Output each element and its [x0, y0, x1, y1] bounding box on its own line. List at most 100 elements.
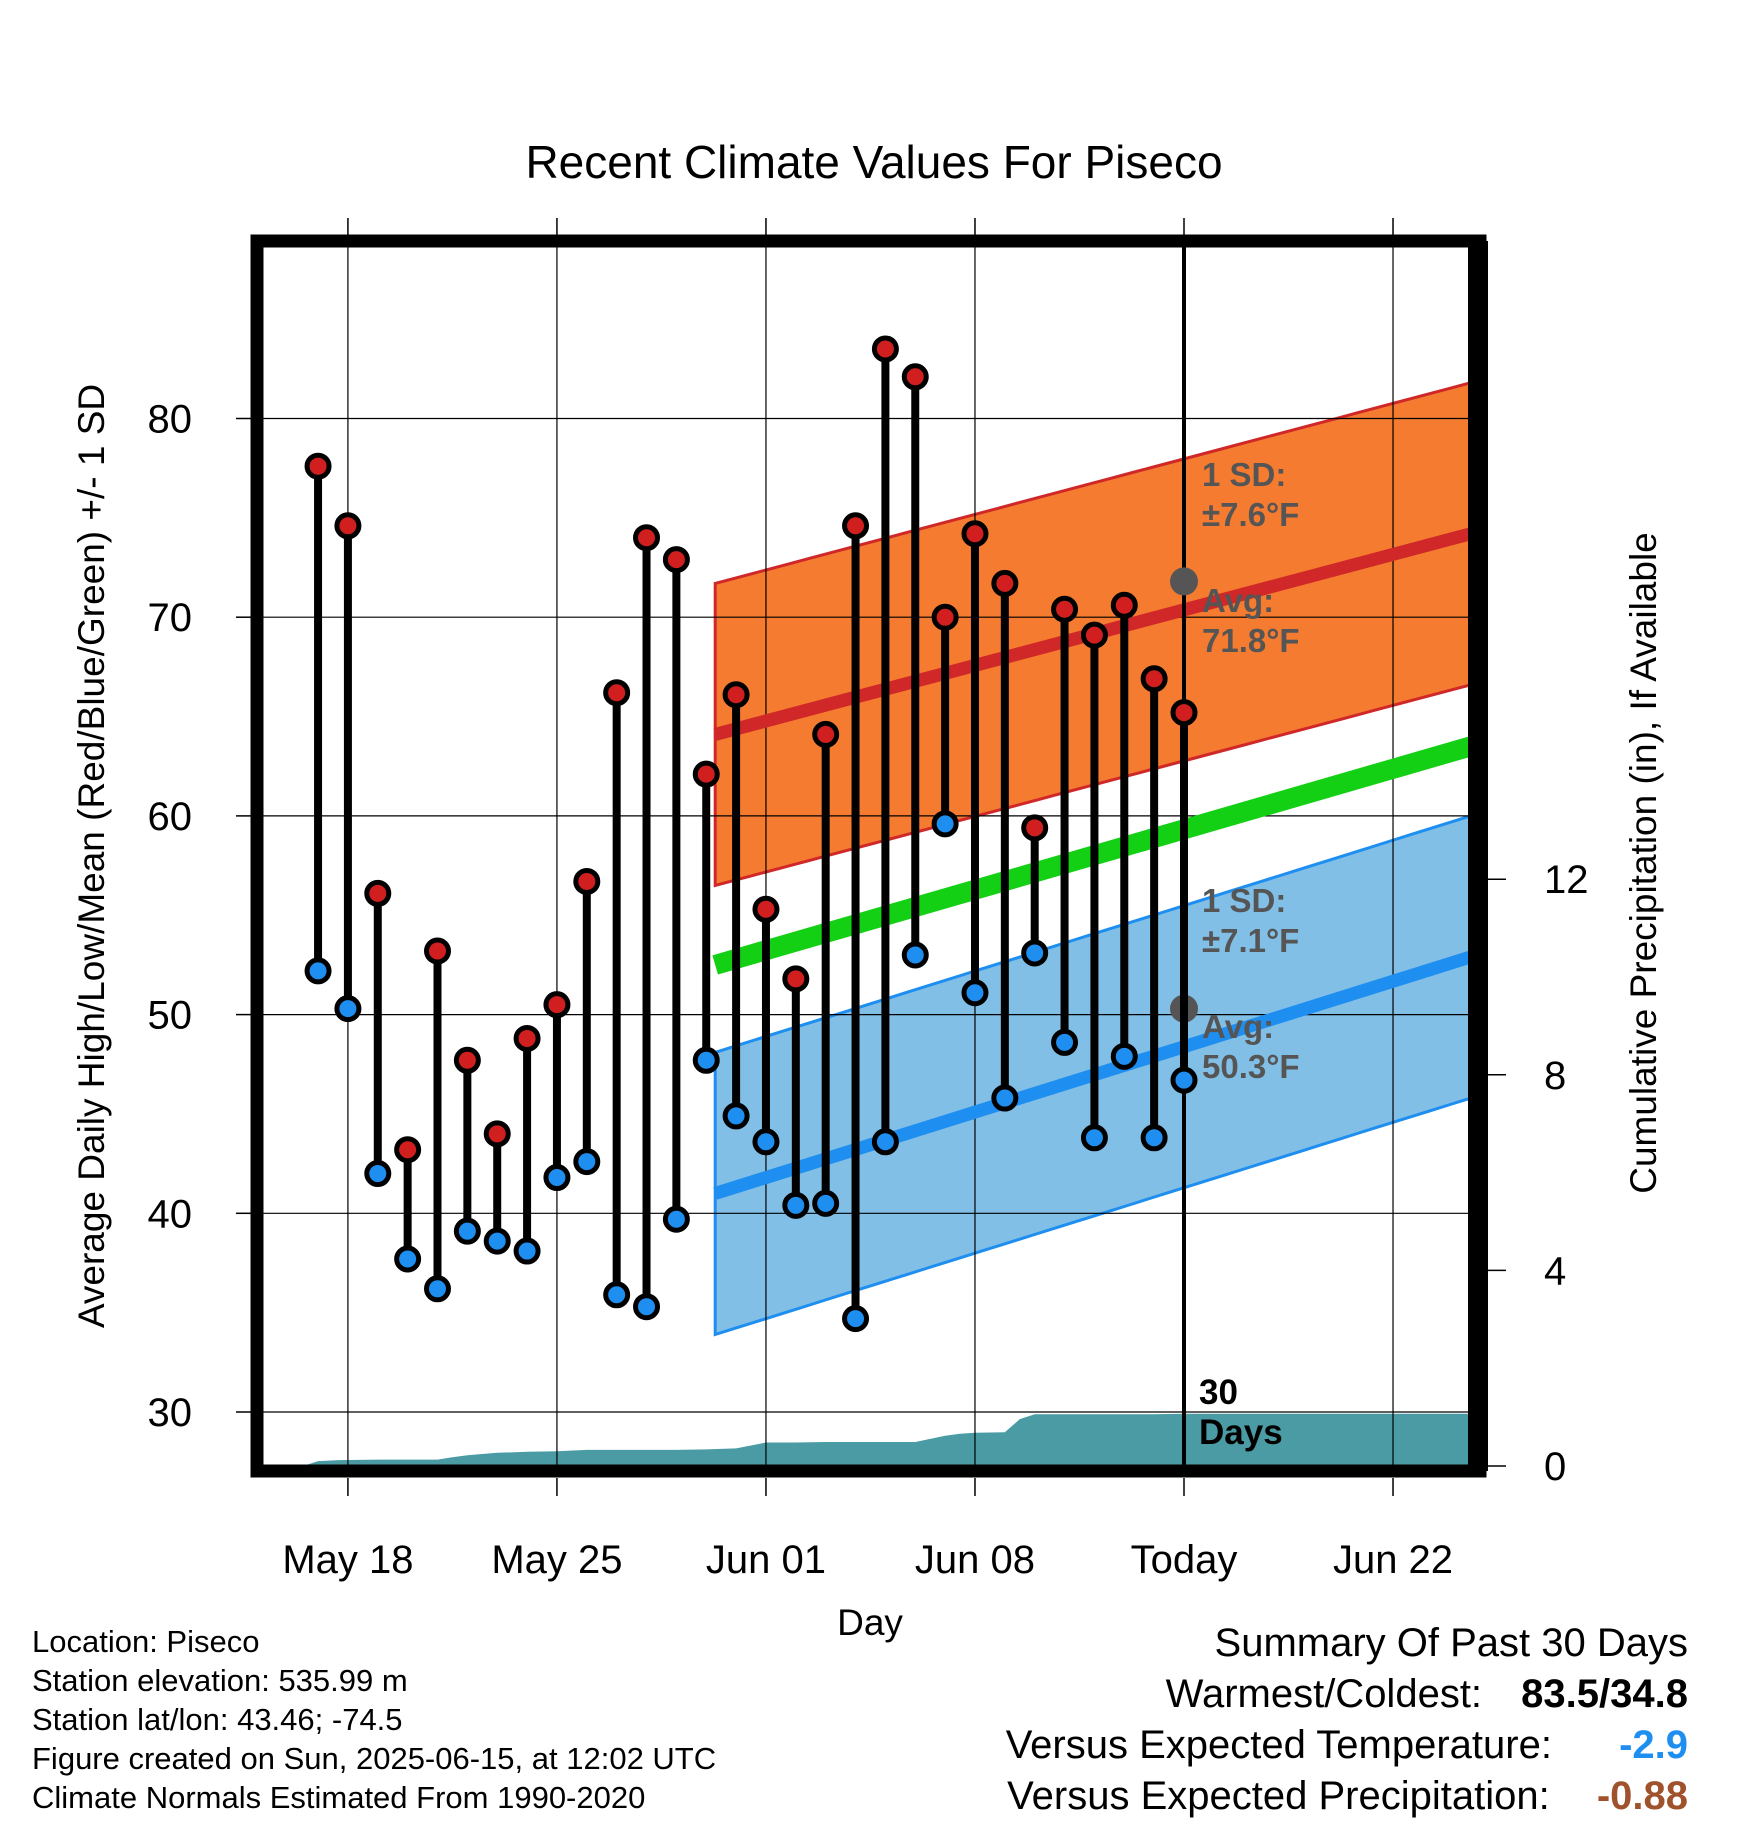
warm-cold-value: 83.5/34.8: [1521, 1672, 1688, 1716]
low-marker: [1080, 1124, 1108, 1152]
low-avg-annotation: Avg: 50.3°F: [1202, 1008, 1300, 1085]
low-marker: [722, 1102, 750, 1130]
low-marker: [1140, 1124, 1168, 1152]
high-marker: [633, 524, 661, 552]
x-tick-label: Jun 08: [915, 1538, 1035, 1582]
low-marker: [1021, 939, 1049, 967]
precip-area: [303, 1413, 1471, 1466]
days-label-line: 30: [1199, 1373, 1238, 1412]
high-marker: [453, 1046, 481, 1074]
high-marker: [1140, 665, 1168, 693]
temp-value: -2.9: [1619, 1723, 1688, 1767]
high-marker: [424, 937, 451, 965]
high-marker: [1051, 595, 1079, 623]
low-marker: [871, 1128, 899, 1156]
high-marker: [901, 363, 929, 391]
location-text: Location: Piseco: [32, 1624, 260, 1659]
high-avg-annotation-line: 71.8°F: [1202, 622, 1300, 659]
high-sd-annotation: 1 SD: ±7.6°F: [1202, 456, 1299, 533]
low-marker: [692, 1046, 720, 1074]
high-sd-annotation-line: ±7.6°F: [1202, 496, 1299, 533]
high-marker: [752, 895, 780, 923]
low-marker: [453, 1217, 481, 1245]
high-marker: [991, 569, 1019, 597]
high-avg-annotation: Avg: 71.8°F: [1202, 582, 1300, 659]
high-avg-annotation-line: Avg:: [1202, 582, 1274, 619]
low-marker: [304, 957, 332, 985]
days-label-line: Days: [1199, 1413, 1283, 1452]
low-marker: [573, 1148, 601, 1176]
normals-text: Climate Normals Estimated From 1990-2020: [32, 1780, 646, 1815]
low-marker: [842, 1305, 870, 1333]
y-tick-label: 80: [148, 398, 193, 442]
high-marker: [722, 681, 750, 709]
high-marker: [1170, 699, 1198, 727]
high-marker: [1110, 591, 1138, 619]
warm-cold-row: Warmest/Coldest: 83.5/34.8: [1006, 1669, 1688, 1720]
precip-label: Versus Expected Precipitation:: [1007, 1774, 1550, 1818]
high-marker: [603, 679, 631, 707]
low-marker: [812, 1189, 840, 1217]
low-sd-annotation-line: ±7.1°F: [1202, 922, 1299, 959]
high-avg-marker: [1170, 567, 1198, 596]
high-marker: [364, 879, 392, 907]
high-marker: [961, 520, 989, 548]
high-marker: [692, 760, 720, 788]
x-tick-label: May 25: [491, 1538, 622, 1582]
low-marker: [394, 1245, 422, 1273]
y-right-axis-label: Cumulative Precipitation (in), If Availa…: [1623, 532, 1664, 1194]
x-tick-label: May 18: [282, 1538, 413, 1582]
high-marker: [782, 965, 810, 993]
high-marker: [1021, 814, 1049, 842]
low-marker: [633, 1293, 661, 1321]
summary-heading: Summary Of Past 30 Days: [1214, 1621, 1688, 1665]
high-marker: [543, 991, 571, 1019]
y-tick-label: 60: [148, 795, 193, 839]
low-marker: [931, 810, 959, 838]
summary-panel: Summary Of Past 30 Days Warmest/Coldest:…: [1006, 1618, 1688, 1822]
low-marker: [543, 1164, 571, 1192]
low-marker: [483, 1227, 511, 1255]
temp-label: Versus Expected Temperature:: [1005, 1723, 1552, 1767]
low-avg-annotation-line: 50.3°F: [1202, 1048, 1300, 1085]
high-sd-annotation-line: 1 SD:: [1202, 456, 1286, 493]
high-marker: [334, 512, 362, 540]
low-sd-annotation: 1 SD: ±7.1°F: [1202, 882, 1299, 959]
warm-cold-label: Warmest/Coldest:: [1165, 1672, 1483, 1716]
latlon-text: Station lat/lon: 43.46; -74.5: [32, 1702, 403, 1737]
precip-row: Versus Expected Precipitation: -0.88: [1006, 1771, 1688, 1822]
y-right-tick-label: 8: [1544, 1054, 1566, 1098]
high-marker: [812, 720, 840, 748]
high-marker: [304, 452, 332, 480]
y-axis-label: Average Daily High/Low/Mean (Red/Blue/Gr…: [71, 384, 112, 1328]
x-tick-label: Today: [1131, 1538, 1238, 1582]
high-marker: [573, 867, 601, 895]
y-tick-label: 50: [148, 994, 193, 1038]
station-info: Location: Piseco Station elevation: 535.…: [32, 1622, 716, 1817]
y-right-tick-label: 0: [1544, 1445, 1566, 1489]
x-tick-label: Jun 22: [1333, 1538, 1453, 1582]
low-avg-annotation-line: Avg:: [1202, 1008, 1274, 1045]
temp-row: Versus Expected Temperature: -2.9: [1006, 1720, 1688, 1771]
x-tick-label: Jun 01: [706, 1538, 826, 1582]
low-marker: [662, 1205, 690, 1233]
y-right-tick-label: 12: [1544, 858, 1589, 902]
low-marker: [364, 1160, 392, 1188]
high-marker: [394, 1136, 422, 1164]
y-tick-label: 70: [148, 596, 193, 640]
high-marker: [1080, 621, 1108, 649]
y-tick-label: 40: [148, 1192, 193, 1236]
low-marker: [1110, 1042, 1138, 1070]
high-marker: [871, 335, 899, 363]
low-marker: [782, 1191, 810, 1219]
high-marker: [842, 512, 870, 540]
high-marker: [483, 1120, 511, 1148]
low-marker: [901, 941, 929, 969]
low-marker: [424, 1275, 451, 1303]
elevation-text: Station elevation: 535.99 m: [32, 1663, 408, 1698]
low-marker: [603, 1281, 631, 1309]
low-sd-annotation-line: 1 SD:: [1202, 882, 1286, 919]
low-marker: [334, 995, 362, 1023]
